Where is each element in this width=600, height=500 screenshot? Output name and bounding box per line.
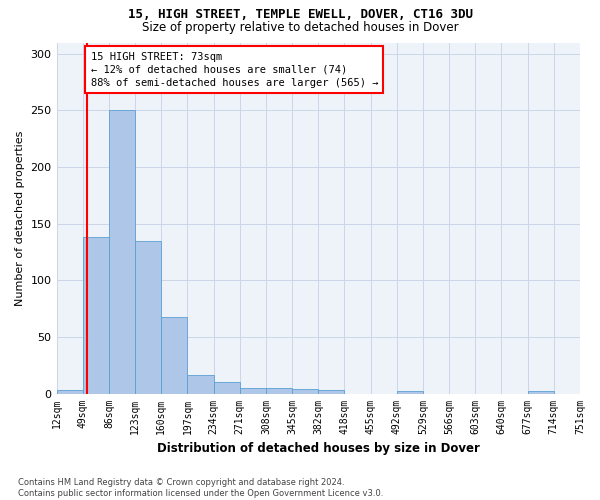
Bar [397, 392, 423, 394]
Bar [161, 316, 187, 394]
Y-axis label: Number of detached properties: Number of detached properties [15, 130, 25, 306]
Bar [135, 240, 161, 394]
Text: 15, HIGH STREET, TEMPLE EWELL, DOVER, CT16 3DU: 15, HIGH STREET, TEMPLE EWELL, DOVER, CT… [128, 8, 473, 20]
Bar [56, 390, 83, 394]
Bar [240, 388, 266, 394]
Bar [266, 388, 292, 394]
Bar [109, 110, 135, 394]
Bar [83, 238, 109, 394]
Bar [187, 376, 214, 394]
Bar [292, 389, 318, 394]
X-axis label: Distribution of detached houses by size in Dover: Distribution of detached houses by size … [157, 442, 480, 455]
Bar [214, 382, 240, 394]
Text: Contains HM Land Registry data © Crown copyright and database right 2024.
Contai: Contains HM Land Registry data © Crown c… [18, 478, 383, 498]
Bar [318, 390, 344, 394]
Text: Size of property relative to detached houses in Dover: Size of property relative to detached ho… [142, 21, 458, 34]
Bar [527, 392, 554, 394]
Text: 15 HIGH STREET: 73sqm
← 12% of detached houses are smaller (74)
88% of semi-deta: 15 HIGH STREET: 73sqm ← 12% of detached … [91, 52, 378, 88]
